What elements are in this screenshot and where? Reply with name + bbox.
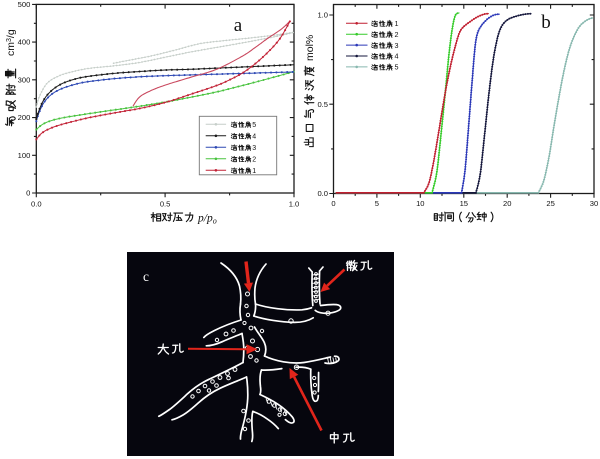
svg-text:1.0: 1.0	[289, 200, 300, 209]
svg-text:5: 5	[375, 199, 379, 208]
svg-text:100: 100	[18, 151, 31, 160]
svg-text:a: a	[234, 15, 243, 36]
svg-text:10: 10	[416, 199, 424, 208]
svg-text:25: 25	[546, 199, 554, 208]
svg-text:3: 3	[395, 41, 399, 50]
svg-text:0.0: 0.0	[31, 200, 42, 209]
svg-text:5: 5	[395, 63, 399, 72]
svg-text:20: 20	[503, 199, 511, 208]
svg-text:0.5: 0.5	[160, 200, 171, 209]
svg-text:c: c	[143, 269, 149, 284]
svg-text:b: b	[541, 12, 551, 33]
svg-text:1: 1	[252, 168, 256, 175]
svg-text:4: 4	[252, 133, 256, 140]
svg-text:cm3/g: cm3/g	[5, 29, 17, 56]
svg-text:5: 5	[252, 122, 256, 129]
svg-text:4: 4	[395, 52, 399, 61]
svg-text:0.0: 0.0	[317, 189, 328, 198]
svg-text:3: 3	[252, 145, 256, 152]
svg-text:p/po: p/po	[197, 213, 217, 226]
svg-text:mol%: mol%	[304, 35, 316, 61]
svg-text:500: 500	[18, 0, 31, 9]
svg-text:1.0: 1.0	[317, 11, 328, 20]
svg-text:15: 15	[460, 199, 468, 208]
svg-text:300: 300	[18, 75, 31, 84]
svg-text:30: 30	[590, 199, 598, 208]
svg-text:2: 2	[252, 156, 256, 163]
svg-text:400: 400	[18, 38, 31, 47]
svg-text:2: 2	[395, 30, 399, 39]
svg-text:0: 0	[331, 199, 335, 208]
svg-text:200: 200	[18, 113, 31, 122]
svg-text:0: 0	[26, 189, 30, 198]
svg-text:0.5: 0.5	[317, 100, 328, 109]
svg-text:1: 1	[395, 19, 399, 28]
